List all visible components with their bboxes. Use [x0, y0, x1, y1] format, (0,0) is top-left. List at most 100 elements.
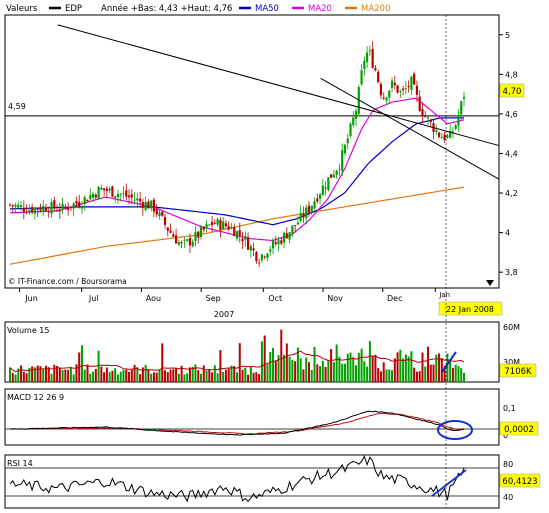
candle-body	[116, 193, 120, 197]
macd-label: MACD 12 26 9	[7, 393, 64, 402]
volume-bar	[310, 370, 313, 382]
volume-bar	[216, 373, 219, 382]
volume-bar	[327, 360, 330, 382]
candle-body	[202, 226, 205, 230]
volume-bar	[20, 365, 23, 382]
candle-body	[230, 226, 233, 229]
candle-body	[246, 237, 250, 250]
candle-body	[388, 90, 391, 98]
ma50-line	[9, 117, 464, 226]
candle-body	[61, 203, 64, 210]
candle-body	[429, 120, 432, 123]
legend-label-ma200: MA200	[361, 4, 390, 14]
candle-body	[158, 212, 161, 217]
candle-body	[194, 232, 197, 242]
volume-label: Volume 15	[7, 326, 49, 335]
candle-body	[177, 242, 180, 245]
candle-body	[28, 209, 31, 213]
candle-body	[449, 130, 452, 138]
candle-body	[55, 210, 59, 212]
candle-body	[421, 108, 424, 117]
volume-bar	[186, 373, 189, 382]
candle-body	[460, 101, 463, 115]
volume-bar	[155, 372, 158, 382]
candle-body	[260, 254, 264, 261]
rsi-line	[9, 455, 467, 503]
volume-bar	[247, 374, 250, 382]
candle-body	[363, 60, 366, 70]
candle-body	[100, 187, 103, 190]
candle-body	[327, 177, 330, 191]
volume-bar	[440, 358, 443, 382]
volume-bar	[122, 370, 125, 382]
volume-bar	[330, 349, 333, 382]
macd-panel: MACD 12 26 9 0,1 0 0,0002	[4, 388, 539, 446]
candle-body	[122, 193, 125, 195]
candle-body	[94, 194, 97, 198]
candle-body	[183, 240, 186, 242]
trendline	[57, 24, 500, 147]
candle-body	[31, 206, 34, 213]
volume-bar	[363, 361, 366, 382]
candle-body	[89, 195, 92, 200]
volume-bar	[368, 341, 371, 382]
legend-label-valeurs: Valeurs	[6, 4, 38, 14]
date-badge-text: 22 Jan 2008	[446, 305, 494, 314]
price-legend: Valeurs EDP Année +Bas: 4,43 +Haut: 4,76…	[6, 3, 390, 14]
candle-body	[222, 221, 225, 230]
candle-body	[404, 88, 407, 90]
volume-bar	[313, 346, 316, 382]
legend-label-ma50: MA50	[255, 4, 279, 14]
candle-body	[313, 201, 316, 209]
macd-current-badge	[499, 421, 539, 436]
volume-bar	[125, 369, 128, 382]
candle-body	[169, 230, 172, 233]
candle-body	[352, 117, 355, 126]
volume-bar	[230, 365, 233, 382]
volume-bar	[141, 367, 144, 382]
volume-bar	[39, 366, 42, 382]
candle-body	[354, 110, 358, 119]
volume-ytick-60m: 60M	[503, 323, 520, 332]
volume-bar	[352, 357, 355, 382]
volume-bar	[80, 345, 83, 382]
volume-bar	[75, 364, 78, 382]
candle-body	[205, 224, 208, 229]
volume-bar	[443, 365, 446, 382]
candle-body	[136, 198, 139, 201]
candle-body	[457, 115, 460, 126]
candle-body	[208, 224, 211, 226]
candle-body	[119, 193, 122, 195]
volume-bar	[391, 370, 394, 382]
candle-body	[269, 249, 272, 252]
volume-bar	[114, 368, 117, 382]
volume-bar	[158, 369, 161, 382]
candle-body	[393, 82, 396, 86]
volume-bar	[139, 374, 142, 382]
candle-body	[11, 204, 14, 207]
candle-body	[371, 48, 374, 68]
volume-average-path	[9, 350, 465, 373]
candle-body	[377, 71, 380, 83]
volume-bar	[83, 369, 86, 382]
volume-bar	[319, 366, 322, 382]
macd-annotation-circle	[437, 420, 473, 440]
candle-body	[335, 170, 338, 175]
current-price-value: 4,70	[503, 87, 522, 97]
candle-body	[191, 241, 194, 247]
volume-panel: Volume 15 60M 30M 7106K	[4, 321, 537, 383]
price-ytick-label: 4,8	[505, 70, 518, 79]
volume-bar	[36, 365, 39, 382]
candle-body	[19, 205, 23, 207]
volume-bar	[249, 366, 252, 382]
candle-body	[410, 76, 413, 90]
volume-bar	[111, 370, 114, 382]
candle-body	[413, 73, 416, 85]
ma200-series	[9, 186, 465, 265]
candle-body	[249, 246, 252, 251]
volume-bar	[50, 373, 53, 382]
scroll-down-arrow-icon[interactable]	[486, 280, 494, 286]
candle-body	[274, 242, 277, 245]
x-axis-month-label: Jan	[438, 291, 450, 299]
